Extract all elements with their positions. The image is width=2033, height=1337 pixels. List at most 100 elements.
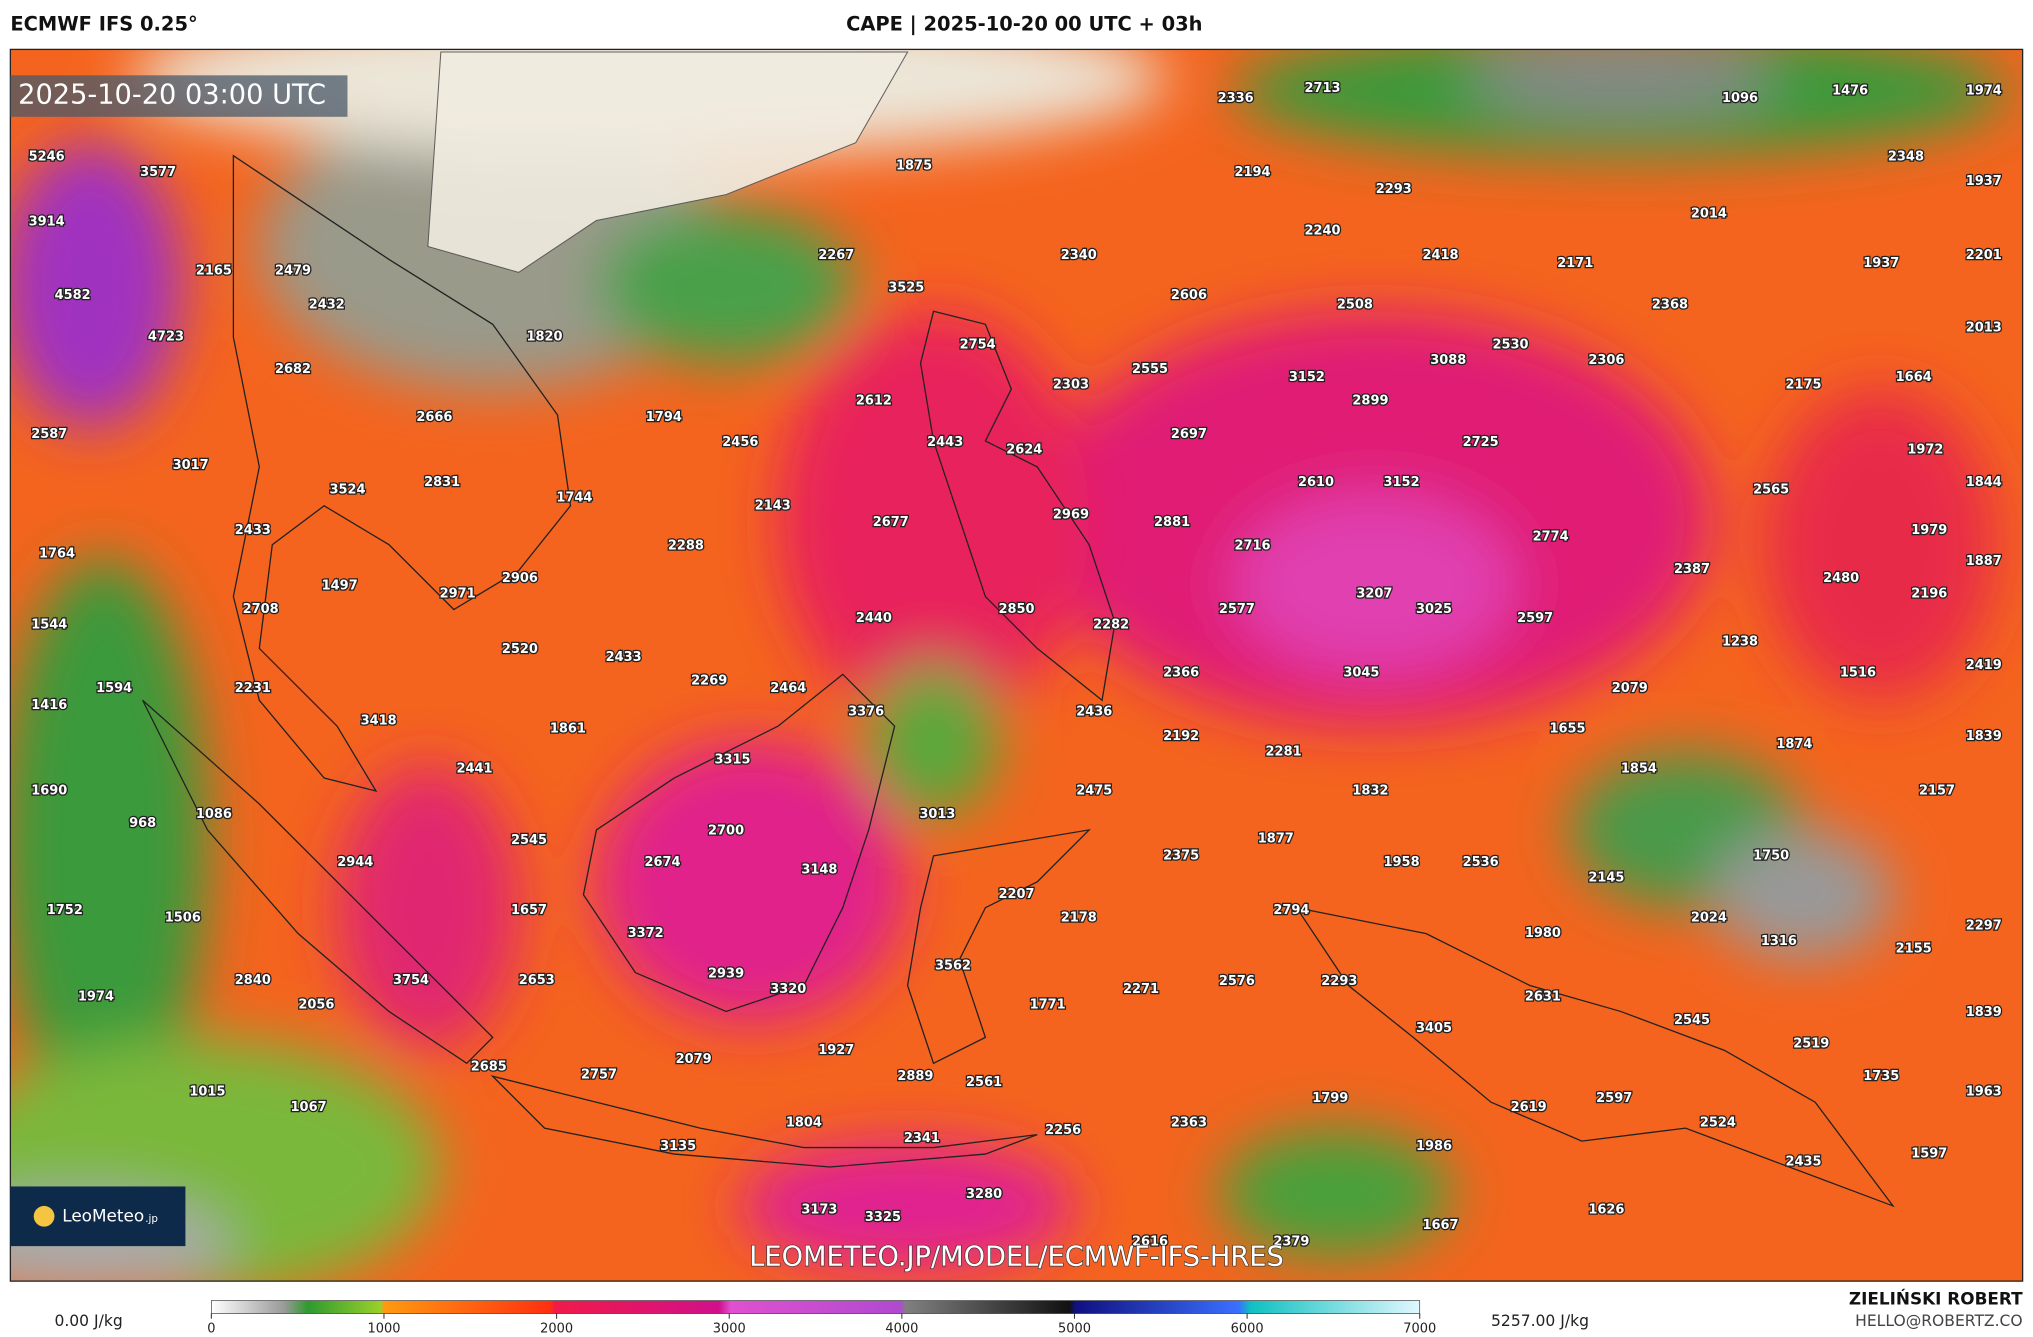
cape-label: 2700: [708, 824, 744, 839]
cape-label: 3280: [966, 1187, 1002, 1202]
cape-label: 2682: [275, 362, 311, 377]
cape-label: 2545: [1674, 1013, 1710, 1028]
cape-label: 1238: [1722, 634, 1758, 649]
cape-label: 2906: [502, 571, 538, 586]
map-frame: [9, 48, 2024, 1282]
cape-label: 2433: [606, 650, 642, 665]
cape-label: 1476: [1832, 83, 1868, 98]
cape-label: 1771: [1030, 997, 1066, 1012]
cape-label: 1750: [1753, 848, 1789, 863]
cape-label: 2293: [1376, 182, 1412, 197]
cape-label: 2774: [1533, 529, 1569, 544]
logo-suffix: .jp: [145, 1213, 158, 1225]
cape-label: 2536: [1463, 855, 1499, 870]
cape-label: 2143: [755, 498, 791, 513]
cape-label: 2697: [1171, 427, 1207, 442]
cape-label: 2597: [1517, 611, 1553, 626]
cape-label: 1655: [1550, 721, 1586, 736]
cape-label: 3017: [173, 458, 209, 473]
watermark: LEOMETEO.JP/MODEL/ECMWF-IFS-HRES: [749, 1241, 1284, 1272]
cape-label: 2619: [1511, 1100, 1547, 1115]
cape-label: 1799: [1312, 1091, 1348, 1106]
cape-label: 2387: [1674, 562, 1710, 577]
colorbar-tick-label: 2000: [540, 1322, 573, 1337]
cape-label: 3562: [935, 959, 971, 974]
colorbar-tick-label: 4000: [885, 1322, 918, 1337]
timestamp: 2025-10-20 03:00 UTC: [18, 80, 326, 111]
cape-label: 1804: [786, 1115, 822, 1130]
cape-label: 1937: [1863, 256, 1899, 271]
timestamp-box: [10, 75, 348, 117]
cape-label: 2433: [235, 523, 271, 538]
cape-label: 2013: [1966, 321, 2002, 336]
cape-label: 1832: [1352, 784, 1388, 799]
cape-label: 2282: [1093, 618, 1129, 633]
cape-label: 2178: [1061, 911, 1097, 926]
cape-label: 2418: [1422, 248, 1458, 263]
colorbar: [211, 1300, 1421, 1314]
cape-label: 1794: [646, 410, 682, 425]
cape-label: 968: [129, 816, 156, 831]
colorbar-tick-label: 1000: [367, 1322, 400, 1337]
cape-label: 2840: [235, 973, 271, 988]
cape-label: 1667: [1422, 1218, 1458, 1233]
cape-label: 4582: [55, 288, 91, 303]
cape-label: 2479: [275, 264, 311, 279]
cape-label: 1544: [31, 618, 67, 633]
cape-label: 2336: [1218, 91, 1254, 106]
cape-label: 2674: [645, 855, 681, 870]
cape-label: 5246: [29, 150, 65, 165]
cape-label: 1839: [1966, 729, 2002, 744]
cape-label: 1316: [1761, 934, 1797, 949]
cape-label: 2079: [676, 1052, 712, 1067]
cape-label: 3207: [1356, 586, 1392, 601]
cape-label: 2713: [1304, 81, 1340, 96]
cape-label: 2432: [309, 297, 345, 312]
cape-label: 2368: [1652, 297, 1688, 312]
cape-label: 2831: [424, 475, 460, 490]
cape-label: 2653: [519, 973, 555, 988]
cape-label: 3320: [770, 982, 806, 997]
cape-label: 2303: [1053, 378, 1089, 393]
cape-label: 3152: [1289, 370, 1325, 385]
cape-label: 2520: [502, 642, 538, 657]
cape-label: 2677: [873, 515, 909, 530]
map-field: 2336 2713 1096 1476 1974 3577 1875 2194 2293 2348…: [10, 49, 2023, 1282]
cape-label: 2440: [856, 611, 892, 626]
cape-label: 2794: [1273, 903, 1309, 918]
cape-label: 1861: [550, 721, 586, 736]
value-labels: 2336 2713 1096 1476 1974 3577 1875 2194 2293 2348…: [27, 79, 2003, 1251]
colorbar-max-label: 5257.00 J/kg: [1491, 1312, 1589, 1330]
logo-sun: [33, 1205, 55, 1227]
cape-label: 2267: [818, 248, 854, 263]
cape-label: 2340: [1061, 248, 1097, 263]
cape-label: 2348: [1888, 150, 1924, 165]
cape-label: 3376: [848, 704, 884, 719]
cape-label: 1887: [1966, 554, 2002, 569]
cape-label: 2475: [1076, 784, 1112, 799]
cape-label: 4723: [148, 330, 184, 345]
cape-label: 3405: [1416, 1021, 1452, 1036]
cape-label: 2256: [1045, 1123, 1081, 1138]
cape-label: 2939: [708, 966, 744, 981]
cape-label: 1657: [511, 903, 547, 918]
cape-label: 2306: [1588, 353, 1624, 368]
cape-label: 2171: [1557, 256, 1593, 271]
cape-label: 2545: [511, 833, 547, 848]
cape-label: 2708: [243, 602, 279, 617]
cape-label: 2576: [1219, 974, 1255, 989]
cape-label: 3577: [140, 165, 176, 180]
cape-label: 2757: [581, 1067, 617, 1082]
cape-label: 2024: [1691, 911, 1727, 926]
cape-label: 1927: [818, 1043, 854, 1058]
cape-label: 2524: [1700, 1115, 1736, 1130]
cape-label: 3525: [888, 280, 924, 295]
cape-label: 1764: [39, 546, 75, 561]
cape-label: 2443: [927, 435, 963, 450]
cape-label: 3315: [715, 752, 751, 767]
cape-label: 2597: [1596, 1091, 1632, 1106]
cape-label: 1980: [1525, 926, 1561, 941]
model-name: ECMWF IFS 0.25°: [10, 12, 197, 35]
cape-label: 1752: [47, 903, 83, 918]
cape-label: 3088: [1430, 353, 1466, 368]
